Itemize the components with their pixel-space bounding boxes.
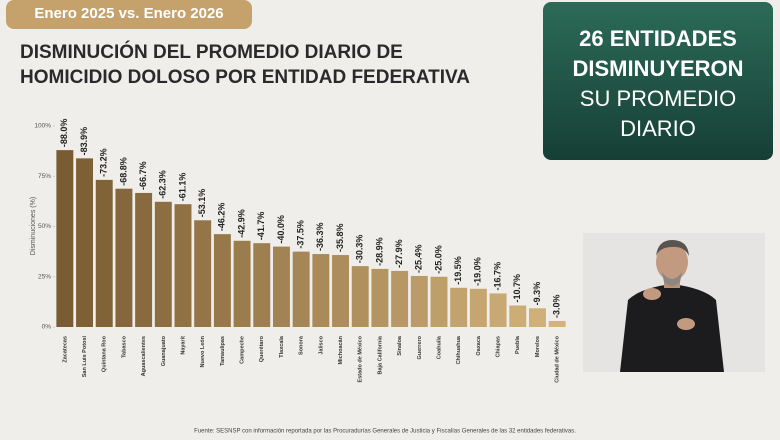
value-label: -16.7%: [492, 262, 502, 291]
x-tick-label: Estado de México: [358, 335, 364, 382]
bar: [174, 204, 192, 327]
bar: [410, 275, 428, 327]
value-label: -41.7%: [256, 212, 266, 241]
bar: [76, 158, 94, 327]
bar: [509, 305, 527, 327]
value-label: -9.3%: [532, 282, 542, 306]
value-label: -25.4%: [414, 244, 424, 273]
bar: [56, 150, 74, 327]
bar: [450, 287, 468, 327]
callout-text: SU PROMEDIO: [580, 86, 736, 111]
x-tick-label: Nuevo León: [200, 335, 206, 367]
x-tick-label: Zacatecas: [62, 336, 68, 363]
bar: [115, 188, 133, 327]
value-label: -83.9%: [79, 127, 89, 156]
bar: [272, 246, 290, 327]
bar: [95, 179, 113, 327]
y-tick-label: 0%: [42, 324, 52, 331]
x-tick-label: Nayarit: [180, 336, 186, 355]
x-tick-label: Campeche: [240, 336, 246, 364]
value-label: -68.8%: [118, 157, 128, 186]
value-label: -25.0%: [433, 245, 443, 274]
value-label: -37.5%: [296, 220, 306, 249]
value-label: -61.1%: [177, 173, 187, 202]
bar: [213, 234, 231, 327]
y-tick-label: 25%: [38, 273, 51, 280]
subtitle: Enero 2025 vs. Enero 2026: [34, 5, 223, 22]
bar: [548, 320, 566, 327]
x-tick-label: Sinaloa: [397, 335, 403, 356]
callout-box: [543, 2, 773, 160]
x-tick-label: Sonora: [299, 335, 305, 355]
value-label: -88.0%: [59, 119, 69, 148]
value-label: -10.7%: [512, 274, 522, 303]
bar: [430, 276, 448, 327]
value-label: -62.3%: [158, 170, 168, 199]
chart-title: DISMINUCIÓN DEL PROMEDIO DIARIO DE: [20, 41, 403, 63]
value-label: -73.2%: [99, 148, 109, 177]
value-label: -40.0%: [276, 215, 286, 244]
bar: [391, 270, 409, 327]
x-tick-label: Tabasco: [121, 335, 127, 358]
y-tick-label: 100%: [34, 123, 51, 130]
bar: [233, 240, 251, 327]
value-label: -27.9%: [394, 239, 404, 268]
bar: [528, 308, 546, 327]
value-label: -19.0%: [473, 257, 483, 286]
value-label: -28.9%: [374, 237, 384, 266]
x-tick-label: Guanajuato: [161, 335, 167, 366]
x-tick-label: Aguascalientes: [141, 336, 147, 376]
bar: [489, 293, 507, 327]
x-tick-label: Quintana Roo: [102, 335, 108, 372]
x-tick-label: Chihuahua: [456, 335, 462, 364]
x-tick-label: Michoacán: [338, 335, 344, 364]
y-tick-label: 75%: [38, 173, 51, 180]
bar: [194, 220, 212, 327]
bar: [312, 254, 330, 327]
chart-title: HOMICIDIO DOLOSO POR ENTIDAD FEDERATIVA: [20, 67, 470, 88]
callout-text: DIARIO: [620, 116, 696, 141]
bar: [351, 266, 369, 327]
x-tick-label: Querétaro: [259, 335, 265, 362]
source-note: Fuente: SESNSP con información reportada…: [194, 429, 576, 435]
value-label: -66.7%: [138, 161, 148, 190]
callout-text: DISMINUYERON: [572, 56, 743, 81]
x-tick-label: Jalisco: [318, 335, 324, 354]
value-label: -35.8%: [335, 224, 345, 253]
bar: [332, 255, 350, 327]
callout-text: 26 ENTIDADES: [579, 26, 737, 51]
bar: [469, 288, 487, 327]
bar: [154, 201, 172, 327]
x-tick-label: Morelos: [535, 336, 541, 357]
bar: [253, 243, 271, 327]
x-tick-label: San Luis Potosí: [82, 336, 88, 378]
x-tick-label: Baja California: [377, 335, 383, 374]
x-tick-label: Chiapas: [496, 336, 502, 357]
y-axis-label: Disminuciones (%): [30, 197, 37, 255]
value-label: -3.0%: [552, 294, 562, 318]
value-label: -36.3%: [315, 223, 325, 252]
interpreter-video: [583, 233, 765, 372]
value-label: -53.1%: [197, 189, 207, 218]
x-tick-label: Tamaulipas: [220, 336, 226, 366]
x-tick-label: Oaxaca: [476, 335, 482, 356]
bar: [371, 268, 389, 327]
x-tick-label: Tlaxcala: [279, 335, 285, 358]
value-label: -19.5%: [453, 256, 463, 285]
value-label: -42.9%: [236, 209, 246, 238]
x-tick-label: Guerrero: [417, 335, 423, 359]
value-label: -46.2%: [217, 203, 227, 232]
bar: [292, 251, 310, 327]
subtitle-pill: [6, 0, 252, 29]
x-tick-label: Puebla: [515, 335, 521, 354]
x-tick-label: Coahuila: [436, 335, 442, 359]
x-tick-label: Ciudad de México: [555, 335, 561, 382]
y-tick-label: 50%: [38, 223, 51, 230]
value-label: -30.3%: [355, 235, 365, 264]
bar: [135, 192, 153, 327]
